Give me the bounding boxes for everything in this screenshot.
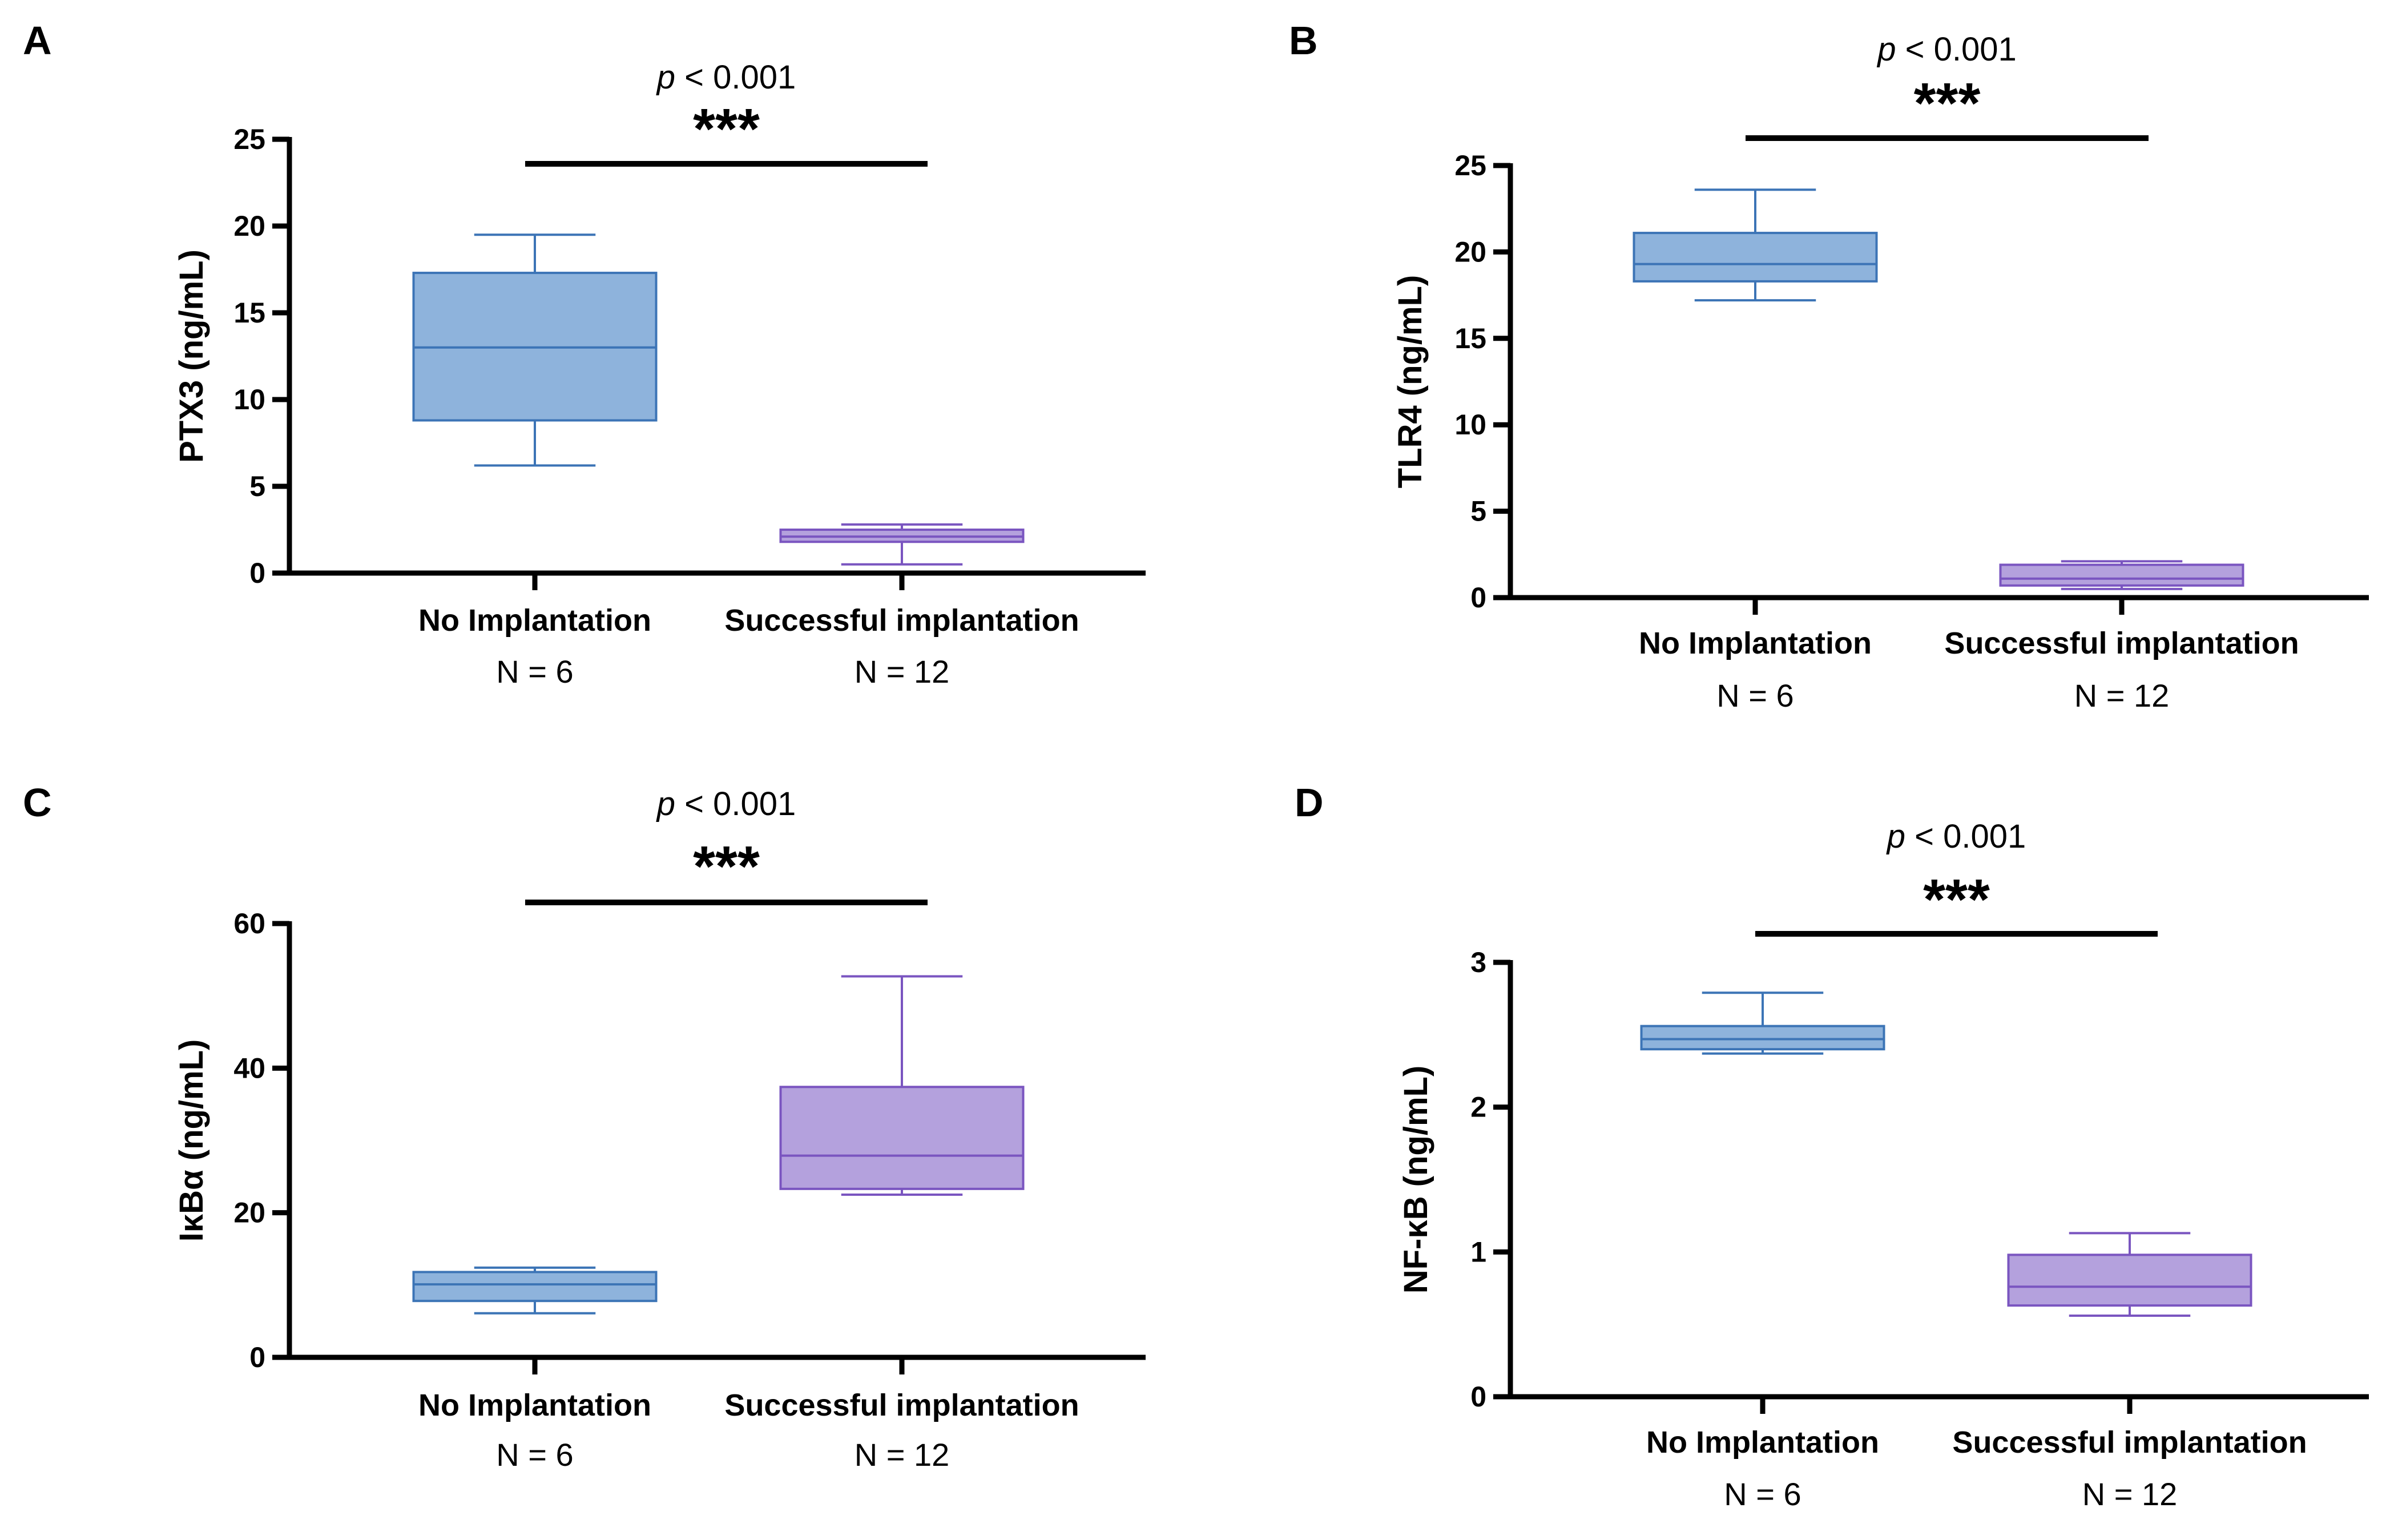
y-tick-label: 25 xyxy=(233,123,265,155)
box-successful-implantation xyxy=(2007,1232,2252,1317)
panel-a: Ap < 0.001*** PTX3 (ng/mL) 0 5 10 15 20 25 No Im… xyxy=(23,18,1146,690)
y-tick-label: 20 xyxy=(233,210,265,242)
box-successful-implantation xyxy=(779,523,1025,566)
x-category-label: No Implantation xyxy=(1639,626,1872,660)
box-no-implantation xyxy=(412,233,658,467)
x-category-label: No Implantation xyxy=(418,603,651,638)
y-tick-label: 25 xyxy=(1454,150,1486,182)
panel-letter: A xyxy=(23,18,52,63)
significance-stars: *** xyxy=(693,834,760,898)
n-label: N = 6 xyxy=(496,654,573,690)
n-label: N = 12 xyxy=(2074,678,2170,713)
n-label: N = 12 xyxy=(855,654,950,690)
box-iqr xyxy=(412,1271,658,1303)
panel-letter: C xyxy=(23,780,52,825)
y-tick-label: 0 xyxy=(249,557,265,589)
x-category-label: Successful implantation xyxy=(1952,1425,2307,1460)
panel-letter: B xyxy=(1289,18,1318,63)
y-axis-label: NF-κB (ng/mL) xyxy=(1397,1066,1434,1294)
y-tick-label: 10 xyxy=(1454,409,1486,441)
p-value-label: p < 0.001 xyxy=(1886,818,2026,855)
x-category-label: Successful implantation xyxy=(1944,626,2299,660)
box-no-implantation xyxy=(412,1266,658,1315)
p-value-label: p < 0.001 xyxy=(656,785,796,823)
box-iqr xyxy=(2007,1253,2252,1307)
n-label: N = 6 xyxy=(1724,1476,1801,1512)
y-tick-label: 0 xyxy=(1470,1381,1486,1413)
n-label: N = 12 xyxy=(855,1437,950,1473)
box-iqr xyxy=(1640,1025,1885,1051)
panel-letter: D xyxy=(1295,780,1324,825)
y-axis-label: PTX3 (ng/mL) xyxy=(173,249,210,463)
significance-stars: *** xyxy=(1923,868,1990,932)
x-category-label: No Implantation xyxy=(1646,1425,1879,1460)
p-value-label: p < 0.001 xyxy=(1876,31,2017,68)
y-tick-label: 15 xyxy=(1454,322,1486,354)
y-tick-label: 1 xyxy=(1470,1236,1486,1268)
y-tick-label: 5 xyxy=(249,470,265,502)
box-no-implantation xyxy=(1633,188,1878,302)
box-no-implantation xyxy=(1640,991,1885,1055)
y-tick-label: 5 xyxy=(1470,495,1486,527)
box-iqr xyxy=(1633,232,1878,283)
panel-d: Dp < 0.001 *** NF-κB (ng/mL) 0 1 2 3 No Implant… xyxy=(1295,780,2369,1512)
y-tick-label: 0 xyxy=(249,1341,265,1373)
box-successful-implantation xyxy=(1999,560,2244,590)
y-tick-label: 10 xyxy=(233,384,265,416)
p-value-label: p < 0.001 xyxy=(656,59,796,96)
y-tick-label: 20 xyxy=(233,1197,265,1229)
y-tick-label: 2 xyxy=(1470,1091,1486,1123)
y-tick-label: 0 xyxy=(1470,582,1486,614)
y-tick-label: 60 xyxy=(233,908,265,940)
y-tick-label: 3 xyxy=(1470,946,1486,978)
y-tick-label: 15 xyxy=(233,297,265,329)
significance-stars: *** xyxy=(693,97,760,161)
y-tick-label: 40 xyxy=(233,1052,265,1084)
n-label: N = 12 xyxy=(2082,1476,2178,1512)
box-successful-implantation xyxy=(779,975,1025,1196)
y-axis-label: TLR4 (ng/mL) xyxy=(1392,275,1429,489)
x-category-label: Successful implantation xyxy=(724,603,1079,638)
x-category-label: Successful implantation xyxy=(724,1388,1079,1422)
n-label: N = 6 xyxy=(1716,678,1793,713)
box-iqr xyxy=(779,1086,1025,1190)
y-axis-label: IκBα (ng/mL) xyxy=(173,1039,210,1242)
y-tick-label: 20 xyxy=(1454,236,1486,268)
significance-stars: *** xyxy=(1914,71,1981,135)
n-label: N = 6 xyxy=(496,1437,573,1473)
box-iqr xyxy=(1999,563,2244,587)
x-category-label: No Implantation xyxy=(418,1388,651,1422)
